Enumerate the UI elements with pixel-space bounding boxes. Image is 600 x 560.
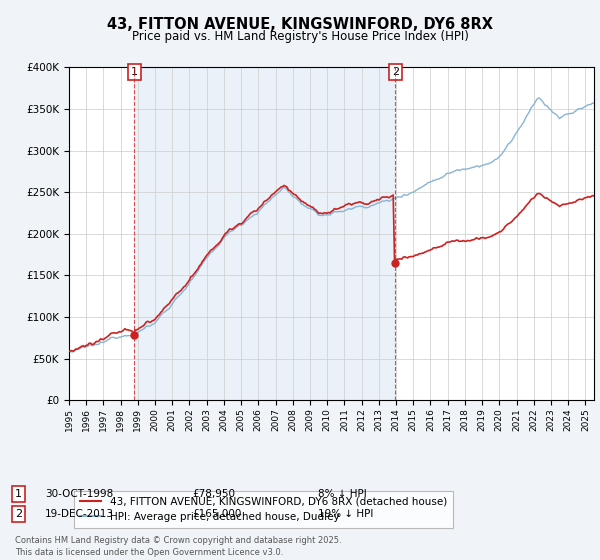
Text: 8% ↓ HPI: 8% ↓ HPI — [318, 489, 367, 499]
Text: Contains HM Land Registry data © Crown copyright and database right 2025.
This d: Contains HM Land Registry data © Crown c… — [15, 536, 341, 557]
Text: 2: 2 — [392, 67, 399, 77]
Text: £165,000: £165,000 — [192, 509, 241, 519]
Text: 43, FITTON AVENUE, KINGSWINFORD, DY6 8RX: 43, FITTON AVENUE, KINGSWINFORD, DY6 8RX — [107, 17, 493, 32]
Text: £78,950: £78,950 — [192, 489, 235, 499]
Legend: 43, FITTON AVENUE, KINGSWINFORD, DY6 8RX (detached house), HPI: Average price, d: 43, FITTON AVENUE, KINGSWINFORD, DY6 8RX… — [74, 491, 453, 528]
Text: 1: 1 — [131, 67, 138, 77]
Text: 1: 1 — [15, 489, 22, 499]
Text: 19-DEC-2013: 19-DEC-2013 — [45, 509, 114, 519]
Text: 30-OCT-1998: 30-OCT-1998 — [45, 489, 113, 499]
Text: Price paid vs. HM Land Registry's House Price Index (HPI): Price paid vs. HM Land Registry's House … — [131, 30, 469, 43]
Text: 2: 2 — [15, 509, 22, 519]
Text: 19% ↓ HPI: 19% ↓ HPI — [318, 509, 373, 519]
Bar — [134, 67, 395, 400]
